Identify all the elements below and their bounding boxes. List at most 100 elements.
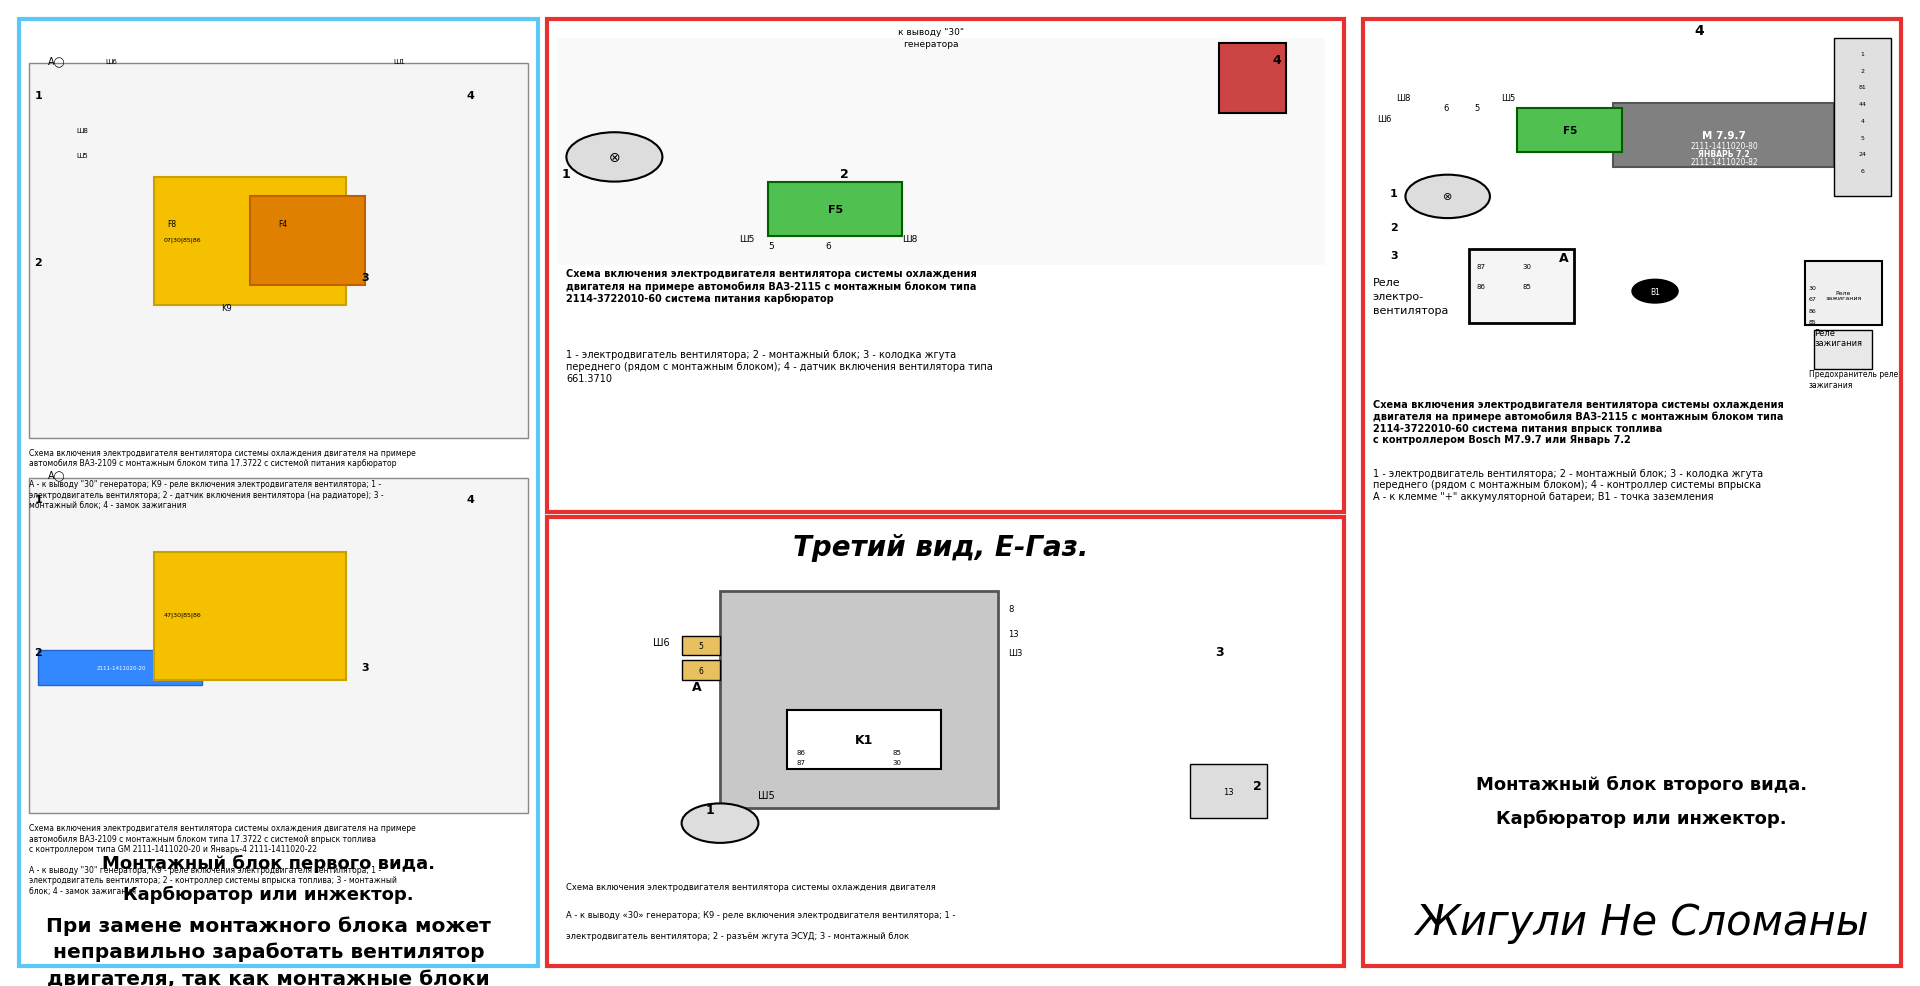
Bar	[1814, 330, 1872, 370]
Text: Схема включения электродвигателя вентилятора системы охлаждения двигателя: Схема включения электродвигателя вентиля…	[566, 882, 937, 891]
Text: Схема включения электродвигателя вентилятора системы охлаждения
двигателя на при: Схема включения электродвигателя вентиля…	[1373, 399, 1784, 445]
Text: 4: 4	[467, 91, 474, 101]
Text: 2: 2	[1254, 779, 1261, 792]
Text: Карбюратор или инжектор.: Карбюратор или инжектор.	[123, 885, 415, 903]
Text: 67: 67	[1809, 297, 1816, 302]
Bar	[682, 636, 720, 656]
Text: 6: 6	[1860, 169, 1864, 175]
Text: 1: 1	[35, 91, 42, 101]
Text: генератора: генератора	[904, 40, 958, 49]
Bar	[1613, 104, 1834, 168]
Text: 6: 6	[699, 666, 703, 675]
Text: 4: 4	[1860, 118, 1864, 124]
Text: 4: 4	[1693, 24, 1705, 37]
Bar	[547, 20, 1344, 513]
Text: электродвигатель вентилятора; 2 - разъём жгута ЭСУД; 3 - монтажный блок: электродвигатель вентилятора; 2 - разъём…	[566, 931, 910, 940]
Text: 87: 87	[797, 759, 806, 765]
Text: A: A	[691, 680, 703, 693]
Text: 2: 2	[841, 168, 849, 180]
Text: 1 - электродвигатель вентилятора; 2 - монтажный блок; 3 - колодка жгута
переднег: 1 - электродвигатель вентилятора; 2 - мо…	[1373, 468, 1763, 502]
Text: вентилятора: вентилятора	[1373, 306, 1448, 316]
Text: Ш6: Ш6	[1377, 115, 1390, 124]
Text: электро-: электро-	[1373, 292, 1425, 302]
Text: 13: 13	[1223, 787, 1235, 797]
Text: Схема включения электродвигателя вентилятора системы охлаждения
двигателя на при: Схема включения электродвигателя вентиля…	[566, 269, 977, 304]
Text: ⊗: ⊗	[609, 151, 620, 165]
Bar	[682, 661, 720, 680]
Text: Ш5: Ш5	[739, 235, 755, 244]
Text: Реле: Реле	[1814, 328, 1836, 337]
Text: 8: 8	[1008, 604, 1014, 613]
Text: Ш6: Ш6	[106, 59, 117, 65]
Circle shape	[1405, 176, 1490, 219]
Text: K9: K9	[221, 304, 232, 313]
Text: 6: 6	[826, 242, 831, 250]
Text: зажигания: зажигания	[1814, 339, 1862, 348]
Text: 86: 86	[797, 749, 806, 755]
Bar	[29, 478, 528, 813]
Text: Ш5: Ш5	[77, 153, 88, 159]
Bar	[720, 592, 998, 809]
Text: K1: K1	[854, 733, 874, 746]
Text: 1: 1	[35, 495, 42, 505]
Text: А - к выводу «30» генератора; К9 - реле включения электродвигателя вентилятора; : А - к выводу «30» генератора; К9 - реле …	[566, 910, 956, 919]
Text: 30: 30	[893, 759, 902, 765]
Text: B1: B1	[1649, 287, 1661, 297]
Bar	[557, 39, 1325, 266]
Text: Ш8: Ш8	[77, 128, 88, 134]
Text: зажигания: зажигания	[1809, 381, 1853, 389]
Text: Схема включения электродвигателя вентилятора системы охлаждения двигателя на при: Схема включения электродвигателя вентиля…	[29, 823, 415, 894]
Bar	[19, 20, 538, 966]
Text: 24: 24	[1859, 152, 1866, 158]
Text: 13: 13	[1008, 629, 1020, 638]
Bar	[1363, 20, 1901, 966]
Text: 3: 3	[1215, 646, 1223, 659]
Text: М 7.9.7: М 7.9.7	[1703, 130, 1745, 141]
Text: Ш8: Ш8	[902, 235, 918, 244]
Text: Ш5: Ш5	[1501, 94, 1515, 103]
Bar	[1469, 249, 1574, 323]
Text: 2111-1411020-80: 2111-1411020-80	[1690, 141, 1759, 151]
Bar	[1219, 44, 1286, 113]
Text: 1: 1	[707, 804, 714, 816]
Text: Схема включения электродвигателя вентилятора системы охлаждения двигателя на при: Схема включения электродвигателя вентиля…	[29, 449, 415, 510]
Text: 6: 6	[1444, 104, 1450, 112]
Text: 30: 30	[1523, 264, 1532, 270]
Text: 2111-1411020-82: 2111-1411020-82	[1690, 158, 1759, 168]
Text: 1: 1	[563, 168, 570, 180]
Text: 5: 5	[768, 242, 774, 250]
Text: Реле
зажигания: Реле зажигания	[1826, 291, 1860, 301]
Text: 1: 1	[1860, 51, 1864, 57]
Text: 5: 5	[699, 641, 703, 651]
Bar	[1517, 108, 1622, 153]
Text: А◯: А◯	[48, 56, 65, 67]
Circle shape	[566, 133, 662, 182]
Text: 2: 2	[35, 258, 42, 268]
Bar	[38, 651, 202, 685]
Text: 1 - электродвигатель вентилятора; 2 - монтажный блок; 3 - колодка жгута
переднег: 1 - электродвигатель вентилятора; 2 - мо…	[566, 350, 993, 384]
Text: 2111-1411020-20: 2111-1411020-20	[96, 666, 146, 670]
Text: 30: 30	[1809, 286, 1816, 291]
Circle shape	[1632, 280, 1678, 304]
Text: Монтажный блок второго вида.: Монтажный блок второго вида.	[1476, 775, 1807, 793]
Circle shape	[682, 804, 758, 843]
Text: 2: 2	[1390, 223, 1398, 233]
Text: F8: F8	[167, 220, 177, 229]
Bar	[768, 182, 902, 237]
Text: При замене монтажного блока может: При замене монтажного блока может	[46, 915, 492, 935]
Text: F5: F5	[1563, 126, 1578, 136]
Text: к выводу "30": к выводу "30"	[899, 28, 964, 36]
Text: Жигули Не Сломаны: Жигули Не Сломаны	[1415, 901, 1868, 943]
Text: F5: F5	[828, 205, 843, 215]
Text: Монтажный блок первого вида.: Монтажный блок первого вида.	[102, 854, 436, 872]
Bar	[1190, 764, 1267, 818]
Bar	[787, 710, 941, 769]
Text: 85: 85	[1523, 284, 1532, 290]
Text: 47|30|85|86: 47|30|85|86	[163, 612, 202, 618]
Text: 4: 4	[1273, 54, 1281, 67]
Text: F4: F4	[278, 220, 288, 229]
Text: 86: 86	[1809, 309, 1816, 314]
Text: А: А	[1559, 251, 1569, 264]
Text: 81: 81	[1859, 85, 1866, 91]
Text: Предохранитель реле: Предохранитель реле	[1809, 370, 1897, 379]
